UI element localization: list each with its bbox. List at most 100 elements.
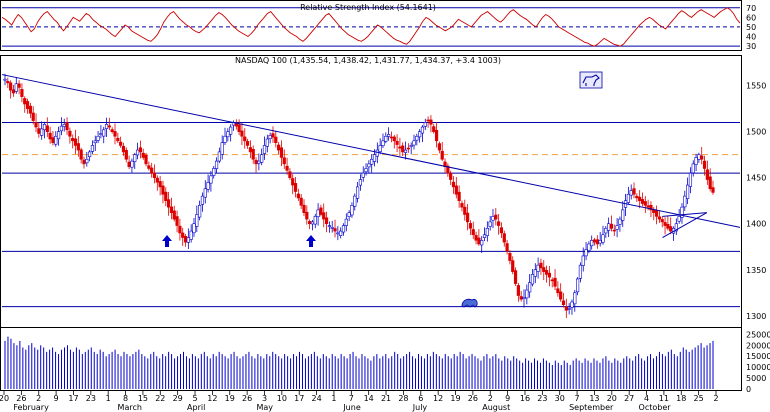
candle-body bbox=[206, 181, 210, 190]
candle-body bbox=[567, 308, 571, 310]
candle-body bbox=[245, 141, 250, 146]
candle-body bbox=[158, 181, 162, 188]
candle-body bbox=[697, 154, 701, 160]
candle-body bbox=[547, 272, 551, 278]
rsi-tick-label: 60 bbox=[746, 13, 756, 22]
candle-body bbox=[226, 131, 230, 138]
x-day-label: 24 bbox=[311, 394, 321, 403]
volume-tick-label: 5000 bbox=[746, 374, 766, 383]
candle-body bbox=[638, 196, 642, 202]
candle-body bbox=[279, 147, 284, 158]
candle-body bbox=[333, 228, 337, 232]
candle-body bbox=[632, 188, 636, 195]
x-day-label: 9 bbox=[505, 394, 510, 403]
candle-body bbox=[282, 157, 286, 165]
candle-body bbox=[260, 154, 264, 163]
bull-icon bbox=[579, 71, 603, 89]
candle-body bbox=[525, 289, 529, 299]
candle-body bbox=[141, 152, 145, 158]
candle-body bbox=[491, 216, 495, 221]
candle-body bbox=[124, 150, 128, 160]
candle-body bbox=[175, 216, 179, 226]
candle-body bbox=[398, 146, 402, 149]
candle-body bbox=[54, 135, 58, 145]
x-day-label: 10 bbox=[277, 394, 287, 403]
candle-body bbox=[480, 239, 484, 246]
candle-body bbox=[674, 223, 678, 232]
candle-body bbox=[508, 252, 512, 261]
x-month-label: August bbox=[482, 403, 510, 412]
candle-body bbox=[686, 184, 690, 199]
candle-body bbox=[248, 147, 253, 153]
candle-body bbox=[344, 218, 348, 226]
candle-body bbox=[116, 137, 120, 142]
candle-body bbox=[497, 221, 501, 226]
candle-body bbox=[178, 225, 182, 234]
candle-body bbox=[130, 160, 134, 168]
candle-body bbox=[516, 285, 520, 296]
candle-body bbox=[243, 136, 247, 142]
candle-body bbox=[609, 223, 614, 229]
x-day-label: 12 bbox=[433, 394, 443, 403]
x-month-label: February bbox=[13, 403, 49, 412]
candle-body bbox=[553, 277, 557, 287]
candle-body bbox=[229, 126, 233, 135]
candle-body bbox=[152, 172, 157, 178]
candle-body bbox=[25, 101, 30, 109]
x-month-label: October bbox=[639, 403, 672, 412]
candle-body bbox=[626, 193, 630, 203]
rsi-line bbox=[1, 7, 741, 47]
candle-body bbox=[121, 145, 126, 153]
candle-body bbox=[316, 209, 320, 218]
x-day-label: 6 bbox=[418, 394, 423, 403]
x-month-label: September bbox=[569, 403, 614, 412]
x-day-label: 23 bbox=[86, 394, 96, 403]
x-day-label: 29 bbox=[173, 394, 183, 403]
candle-body bbox=[99, 133, 103, 135]
trendline bbox=[662, 212, 707, 217]
x-day-label: 21 bbox=[381, 394, 391, 403]
x-day-label: 19 bbox=[450, 394, 460, 403]
candle-body bbox=[564, 306, 568, 311]
candle-body bbox=[434, 129, 439, 142]
candle-body bbox=[576, 278, 580, 293]
candle-body bbox=[164, 191, 168, 202]
candle-body bbox=[85, 158, 89, 164]
candle-body bbox=[90, 145, 95, 152]
candle-body bbox=[358, 179, 363, 186]
candle-body bbox=[440, 150, 444, 160]
candle-body bbox=[339, 230, 343, 236]
candle-body bbox=[367, 163, 371, 168]
candle-body bbox=[395, 140, 399, 145]
price-tick-label: 1350 bbox=[746, 266, 766, 275]
candle-body bbox=[446, 165, 450, 174]
candle-body bbox=[195, 214, 199, 227]
rsi-title: Relative Strength Index (54.1641) bbox=[300, 3, 436, 12]
x-day-label: 22 bbox=[155, 394, 165, 403]
candle-body bbox=[387, 134, 391, 137]
candle-body bbox=[68, 130, 72, 137]
candle-body bbox=[212, 168, 216, 176]
candle-body bbox=[353, 195, 357, 207]
candle-body bbox=[34, 122, 38, 128]
candle-body bbox=[657, 216, 662, 220]
candle-body bbox=[341, 225, 346, 233]
candle-body bbox=[189, 230, 193, 240]
candle-body bbox=[607, 223, 611, 231]
candle-body bbox=[65, 122, 69, 131]
candle-body bbox=[42, 123, 47, 131]
x-month-label: May bbox=[256, 403, 273, 412]
trendline bbox=[1, 74, 741, 228]
candle-body bbox=[79, 149, 83, 160]
candle-body bbox=[40, 128, 44, 136]
candle-body bbox=[381, 140, 385, 147]
candle-body bbox=[169, 206, 174, 213]
candle-body bbox=[198, 205, 202, 218]
x-day-label: 8 bbox=[123, 394, 128, 403]
candle-body bbox=[181, 232, 185, 238]
candle-body bbox=[463, 206, 467, 215]
candle-body bbox=[595, 239, 599, 245]
candle-body bbox=[319, 207, 323, 215]
candle-body bbox=[327, 225, 331, 227]
